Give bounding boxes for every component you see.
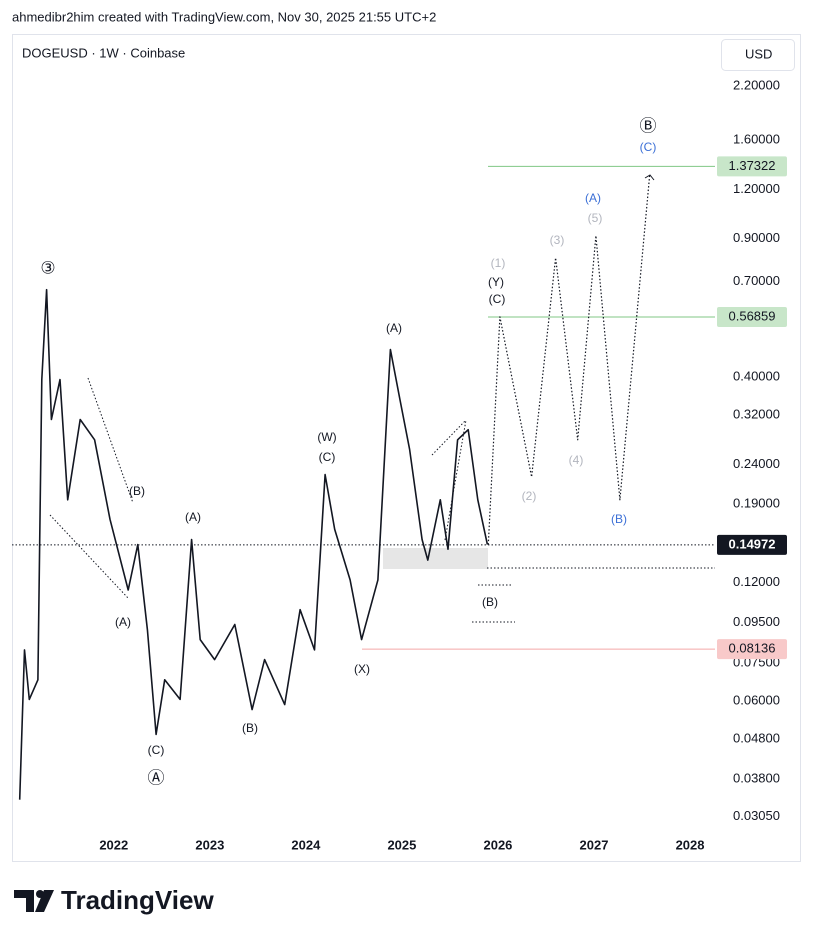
currency[interactable]: USD <box>745 46 772 61</box>
chart-title: DOGEUSD · 1W · Coinbase <box>22 45 185 60</box>
wave-label: (B) <box>129 484 145 498</box>
y-tick-label: 0.03800 <box>733 771 780 786</box>
wave-label: (C) <box>319 450 336 464</box>
y-tick-label: 0.09500 <box>733 614 780 629</box>
y-tick-label: 0.90000 <box>733 230 780 245</box>
logo-mark <box>14 890 34 912</box>
wave-label: (C) <box>489 292 506 306</box>
y-tick-label: 1.20000 <box>733 181 780 196</box>
zone <box>383 548 488 569</box>
wave-label: (C) <box>148 743 165 757</box>
wave-label: (B) <box>482 595 498 609</box>
price-line <box>18 288 489 800</box>
y-tick-label: 2.20000 <box>733 77 780 92</box>
wave-label: (1) <box>491 256 506 270</box>
price-badge <box>717 156 787 177</box>
y-tick-label: 0.32000 <box>733 407 780 422</box>
wave-label: (A) <box>115 615 131 629</box>
y-tick-label: 1.60000 <box>733 132 780 147</box>
wave-label: (2) <box>522 489 537 503</box>
price-badge-label: 1.37322 <box>729 158 776 173</box>
x-tick-label: 2027 <box>580 837 609 852</box>
trendline <box>87 377 134 504</box>
price-badge <box>717 639 787 660</box>
wave-label: (A) <box>585 191 601 205</box>
wave-label: (B) <box>611 512 627 526</box>
y-tick-label: 0.24000 <box>733 456 780 471</box>
x-tick-label: 2022 <box>99 837 128 852</box>
trendline <box>49 514 129 599</box>
wave-label: (A) <box>185 510 201 524</box>
price-badge-label: 0.56859 <box>729 308 776 323</box>
trendline <box>444 419 467 541</box>
y-tick-label: 0.12000 <box>733 574 780 589</box>
chart-frame <box>12 34 801 862</box>
wave-label: (Y) <box>488 275 504 289</box>
x-tick-label: 2028 <box>676 837 705 852</box>
logo-mark <box>35 890 54 912</box>
price-badge-label: 0.14972 <box>729 536 776 551</box>
wave-label: Ⓑ <box>640 116 657 135</box>
price-badge-label: 0.08136 <box>729 641 776 656</box>
y-tick-label: 0.04800 <box>733 731 780 746</box>
wave-label: Ⓐ <box>148 768 165 787</box>
arrowhead <box>644 174 655 181</box>
y-tick-label: 0.03050 <box>733 808 780 823</box>
price-badge <box>717 306 787 327</box>
trendline <box>431 419 467 456</box>
y-tick-label: 0.06000 <box>733 693 780 708</box>
x-tick-label: 2023 <box>195 837 224 852</box>
x-tick-label: 2024 <box>291 837 321 852</box>
price-badge <box>717 534 787 555</box>
x-tick-label: 2025 <box>387 837 416 852</box>
wave-label: (5) <box>588 211 603 225</box>
y-tick-label: 0.70000 <box>733 273 780 288</box>
x-tick-label: 2026 <box>483 837 512 852</box>
header: ahmedibr2him created with TradingView.co… <box>12 9 436 24</box>
y-tick-label: 0.19000 <box>733 496 780 511</box>
wave-label: (3) <box>550 233 565 247</box>
wave-label: (W) <box>317 430 336 444</box>
wave-label: (C) <box>640 140 657 154</box>
wave-label: (B) <box>242 721 258 735</box>
wave-label: (4) <box>569 453 584 467</box>
wave-label: ③ <box>40 258 55 277</box>
wave-label: (A) <box>386 321 402 335</box>
logo: TradingView <box>14 885 214 915</box>
brand: TradingView <box>61 885 214 915</box>
wave-label: (X) <box>354 662 370 676</box>
currency-button[interactable] <box>721 39 795 71</box>
y-tick-label: 0.40000 <box>733 368 780 383</box>
